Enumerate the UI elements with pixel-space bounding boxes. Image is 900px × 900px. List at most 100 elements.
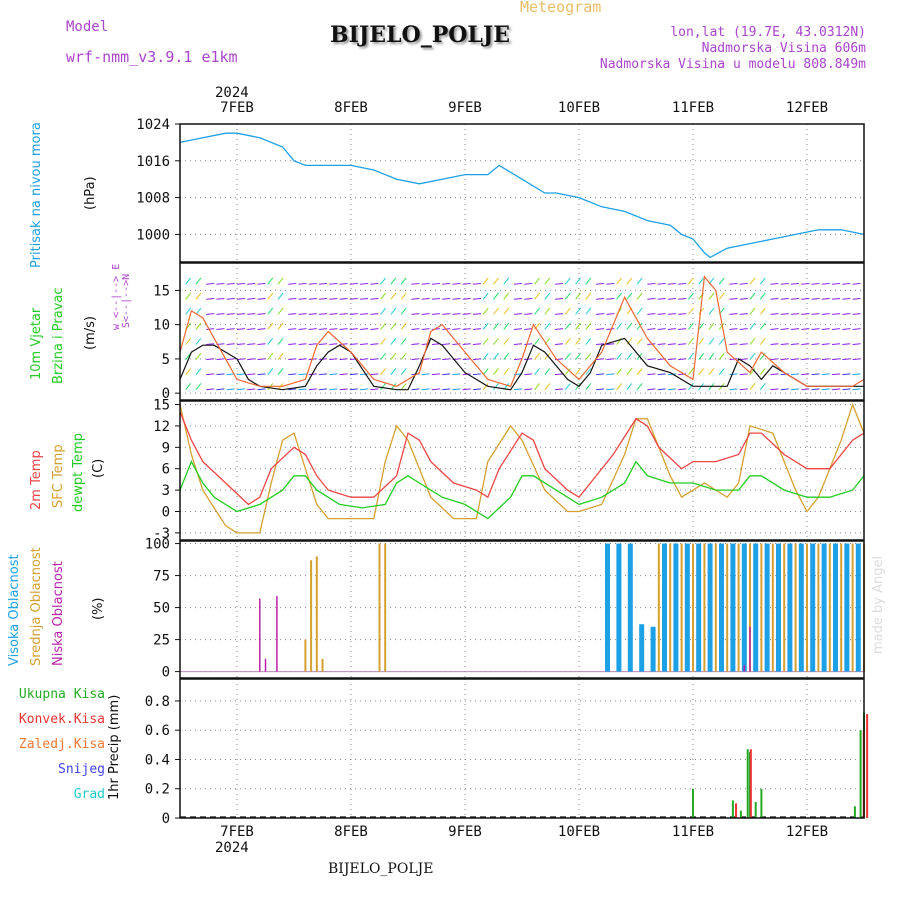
wind-barb (729, 298, 738, 300)
wind-compass-sn: S<--|-->N (121, 273, 132, 328)
mid-cloud-bar (726, 543, 729, 672)
wind-barb (729, 313, 738, 315)
pressure-axis-label: Pritisak na nivou mora (29, 122, 44, 268)
wind-barb (411, 358, 420, 361)
y-tick-label: 10 (153, 318, 170, 334)
temp-unit: (C) (91, 458, 106, 478)
wind-barb (606, 343, 615, 346)
wind-barb (842, 298, 851, 300)
wind-barb (688, 337, 694, 345)
wind-barb (842, 388, 851, 391)
panel-frame (179, 400, 865, 541)
wind-barb (585, 353, 592, 360)
wind-gust-line (179, 275, 865, 388)
wind-barb (780, 282, 789, 285)
wind-barb (267, 353, 274, 360)
wind-barb (585, 307, 592, 315)
wind-barb (360, 282, 369, 285)
wind-barb (452, 388, 461, 391)
wind-barb (708, 322, 715, 330)
tick-layer: 7FEB 7FEB 8FEB 8FEB 9FEB 9FEB 10FEB 10FEB 11FEB 1… (136, 100, 828, 840)
wind-barb (718, 337, 725, 345)
year-label-bottom: 2024 (215, 840, 249, 856)
wind-barb (329, 373, 338, 376)
wind-barb (626, 277, 633, 285)
wind-barb (564, 337, 571, 345)
wind-barb (226, 328, 235, 330)
wind-barb (667, 298, 676, 300)
wind-barb (842, 328, 851, 330)
wind-barb (206, 328, 215, 330)
wind-barb (606, 282, 615, 285)
wind-barb (647, 313, 656, 315)
wind-barb (236, 388, 246, 391)
wind-barb (360, 313, 369, 315)
wind-barb (493, 307, 499, 315)
high-cloud-bar (844, 543, 850, 672)
mid-cloud-bar (840, 543, 843, 672)
wind-barb (729, 373, 738, 376)
wind-barb (770, 282, 779, 285)
wind-barb (267, 292, 274, 300)
wind-barb (257, 328, 266, 330)
mid-cloud-bar (315, 556, 318, 672)
wind-barb (277, 337, 284, 345)
wind-barb (585, 383, 592, 391)
wind-barb (821, 343, 830, 346)
wind-barb (564, 307, 571, 315)
wind-barb (636, 322, 643, 330)
high-cloud-bar (673, 543, 679, 672)
wind-barb (452, 282, 461, 285)
y-tick-label: 12 (153, 419, 170, 435)
high-cloud-bar (855, 543, 861, 672)
wind-barb (708, 368, 715, 375)
wind-barb (739, 343, 748, 346)
wind-barb (288, 282, 297, 285)
wind-barb (216, 298, 225, 300)
wind-barb (596, 343, 605, 346)
wind-barb (739, 328, 748, 330)
wind-axis-label-2: Brzina i Pravac (51, 287, 66, 384)
wind-barb (667, 358, 676, 361)
wind-barb (626, 337, 633, 345)
wind-barb (718, 353, 725, 360)
wind-barb (400, 368, 407, 375)
wind-barb (370, 373, 379, 376)
wind-barb (688, 353, 694, 360)
wind-barb (832, 388, 841, 391)
wind-barb (288, 388, 297, 391)
product-label: Meteogram (520, 0, 602, 16)
wind-barb (524, 343, 533, 346)
wind-barb (493, 292, 499, 300)
wind-barb (811, 343, 820, 346)
legend-freezing-rain: Zaledj.Kisa (18, 737, 105, 752)
wind-barb (698, 368, 705, 375)
wind-barb (452, 373, 461, 376)
wind-barb (421, 373, 430, 376)
wind-barb (698, 353, 705, 360)
wind-barb (513, 358, 523, 361)
low-cloud-axis-label: Niska Oblacnost (51, 561, 66, 666)
wind-barb (770, 343, 779, 346)
wind-barb (759, 307, 766, 315)
y-tick-label: -3 (153, 526, 170, 542)
wind-barb (482, 307, 489, 315)
wind-barb (544, 322, 551, 330)
wind-barb (698, 277, 705, 285)
wind-barb (360, 343, 369, 346)
wind-barb (524, 282, 533, 285)
y-tick-label: 3 (162, 483, 170, 499)
frame-layer (179, 123, 865, 819)
wind-barb (688, 277, 694, 285)
wind-barb (790, 343, 800, 346)
wind-barb (442, 313, 451, 315)
wind-barb (472, 343, 481, 346)
wind-barb (319, 328, 328, 330)
wind-barb (380, 353, 387, 360)
wind-barb (360, 298, 369, 300)
wind-barb (544, 307, 551, 315)
wind-barb (564, 383, 571, 391)
wind-barb (308, 373, 317, 376)
low-cloud-bar (749, 626, 751, 672)
